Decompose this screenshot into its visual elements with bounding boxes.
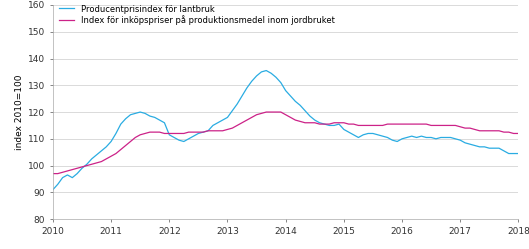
Legend: Producentprisindex för lantbruk, Index för inköpspriser på produktionsmedel inom: Producentprisindex för lantbruk, Index f… (58, 3, 336, 27)
Y-axis label: index 2010=100: index 2010=100 (15, 74, 24, 150)
Producentprisindex för lantbruk (263, 69, 269, 72)
Index för inköpspriser på produktionsmedel inom jordbruket (506, 131, 512, 134)
Producentprisindex för lantbruk (462, 141, 468, 144)
Producentprisindex för lantbruk (224, 116, 231, 119)
Index för inköpspriser på produktionsmedel inom jordbruket (69, 168, 76, 171)
Producentprisindex för lantbruk (50, 188, 56, 191)
Line: Index för inköpspriser på produktionsmedel inom jordbruket: Index för inköpspriser på produktionsmed… (53, 112, 529, 174)
Producentprisindex för lantbruk (64, 174, 70, 177)
Index för inköpspriser på produktionsmedel inom jordbruket (64, 170, 70, 173)
Producentprisindex för lantbruk (506, 152, 512, 155)
Index för inköpspriser på produktionsmedel inom jordbruket (50, 172, 56, 175)
Producentprisindex för lantbruk (69, 176, 76, 179)
Index för inköpspriser på produktionsmedel inom jordbruket (263, 111, 269, 114)
Line: Producentprisindex för lantbruk: Producentprisindex för lantbruk (53, 70, 529, 190)
Index för inköpspriser på produktionsmedel inom jordbruket (462, 126, 468, 129)
Index för inköpspriser på produktionsmedel inom jordbruket (224, 128, 231, 131)
